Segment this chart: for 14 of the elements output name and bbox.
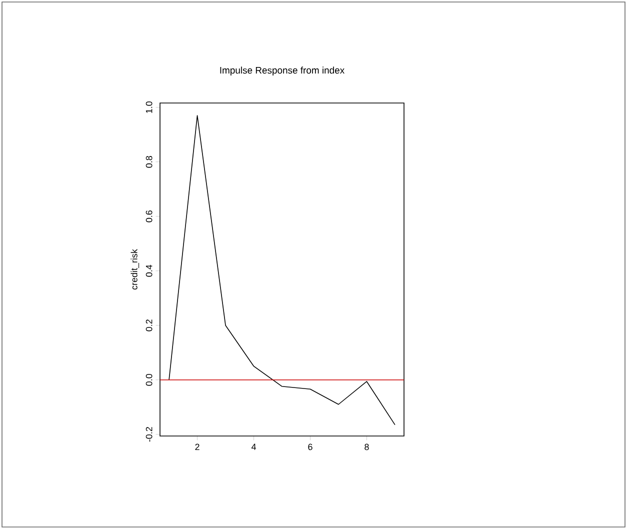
y-tick-label: 0.8 (146, 156, 152, 168)
y-tick-label: 0.6 (146, 210, 152, 222)
y-axis-title: credit_risk (130, 249, 140, 290)
y-tick-label: 1.0 (146, 101, 152, 113)
x-tick-label: 2 (195, 444, 200, 450)
y-tick-label: 0.2 (146, 320, 152, 332)
y-tick-label: 0.4 (146, 264, 152, 277)
x-tick-label: 6 (308, 444, 312, 450)
line-series (168, 115, 396, 426)
y-tick-label: -0.2 (146, 427, 152, 442)
y-tick-label: 0.0 (146, 374, 152, 386)
chart-title: Impulse Response from index (220, 66, 344, 76)
x-tick-label: 8 (364, 444, 369, 450)
x-tick-label: 4 (251, 444, 256, 450)
